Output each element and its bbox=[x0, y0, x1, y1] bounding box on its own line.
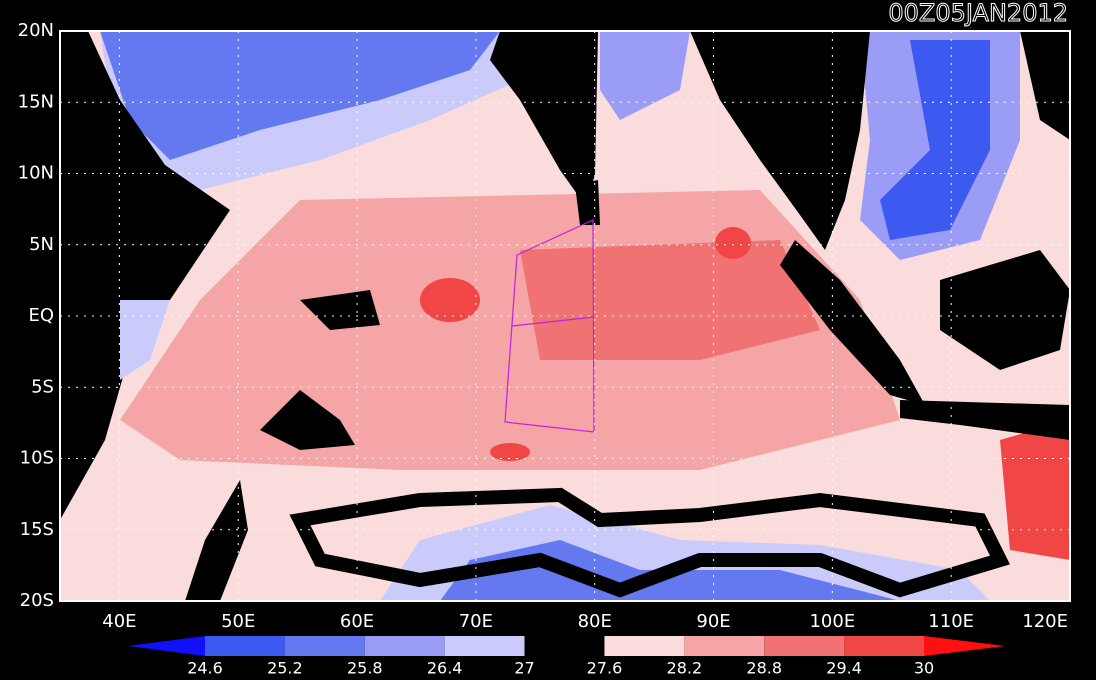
lon-label: 110E bbox=[928, 611, 974, 632]
colorbar-label: 25.2 bbox=[267, 659, 303, 678]
patch bbox=[300, 290, 380, 330]
lon-label: 90E bbox=[696, 611, 730, 632]
lat-label: 15S bbox=[20, 519, 54, 540]
cool-region bbox=[600, 31, 690, 120]
timestamp: 00Z05JAN2012 bbox=[888, 0, 1068, 27]
colorbar-box bbox=[444, 636, 525, 656]
warm-spot bbox=[420, 278, 480, 322]
colorbar-box bbox=[205, 636, 285, 656]
lat-label: EQ bbox=[28, 305, 54, 326]
warm-spot bbox=[715, 227, 751, 259]
colorbar-end bbox=[128, 636, 205, 656]
colorbar-label: 30 bbox=[914, 659, 934, 678]
lat-label: 10N bbox=[18, 163, 54, 184]
cold-region bbox=[880, 40, 990, 240]
lon-label: 60E bbox=[340, 611, 374, 632]
colorbar-label: 26.4 bbox=[427, 659, 463, 678]
island-patch bbox=[260, 390, 355, 450]
colorbar-box bbox=[604, 636, 685, 656]
colorbar-label: 28.2 bbox=[667, 659, 703, 678]
lon-label: 70E bbox=[459, 611, 493, 632]
colorbar-box bbox=[764, 636, 845, 656]
warm-spot bbox=[490, 443, 530, 461]
colorbar-label: 25.8 bbox=[347, 659, 383, 678]
lat-label: 5S bbox=[31, 376, 54, 397]
land bbox=[490, 31, 598, 205]
region-box bbox=[504, 219, 595, 433]
colorbar-box bbox=[284, 636, 365, 656]
lat-label: 10S bbox=[20, 448, 54, 469]
land bbox=[690, 31, 870, 250]
land bbox=[780, 240, 925, 405]
colorbar-box bbox=[684, 636, 765, 656]
lon-label: 100E bbox=[809, 611, 855, 632]
land bbox=[900, 400, 1070, 440]
colorbar-label: 29.4 bbox=[826, 659, 862, 678]
lon-label: 120E bbox=[1022, 611, 1068, 632]
land bbox=[1020, 31, 1070, 140]
lat-label: 20S bbox=[20, 590, 54, 611]
grid bbox=[60, 31, 1070, 601]
land bbox=[940, 250, 1070, 370]
map-area bbox=[59, 30, 1071, 602]
colorbar: 24.6 25.2 25.8 26.4 27 27.6 28.2 28.8 29.4 30 bbox=[128, 636, 1005, 678]
colorbar-box bbox=[364, 636, 445, 656]
land bbox=[60, 31, 230, 520]
lon-label: 40E bbox=[102, 611, 136, 632]
axis-labels: 20N 15N 10N 5N EQ 5S 10S 15S 20S 40E 50E 60E 70E 80E 9… bbox=[18, 20, 1068, 632]
colorbar-label: 27.6 bbox=[587, 659, 623, 678]
colorbar-box bbox=[524, 636, 605, 656]
warm-region bbox=[1000, 420, 1070, 560]
colorbar-label: 28.8 bbox=[746, 659, 782, 678]
warm-core bbox=[520, 240, 820, 360]
lon-label: 50E bbox=[221, 611, 255, 632]
frame bbox=[59, 30, 1071, 602]
lon-label: 80E bbox=[578, 611, 612, 632]
lat-label: 20N bbox=[18, 20, 54, 41]
colorbar-label: 24.6 bbox=[187, 659, 223, 678]
colorbar-box bbox=[844, 636, 924, 656]
land bbox=[185, 480, 248, 601]
lat-label: 5N bbox=[29, 234, 54, 255]
colorbar-label: 27 bbox=[514, 659, 534, 678]
colorbar-end bbox=[924, 636, 1005, 656]
lat-label: 15N bbox=[18, 91, 54, 112]
land bbox=[575, 180, 600, 225]
cold-region bbox=[100, 31, 500, 160]
contour-band bbox=[289, 487, 1010, 598]
cool-region bbox=[120, 300, 170, 380]
